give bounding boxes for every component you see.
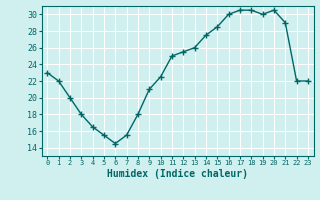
X-axis label: Humidex (Indice chaleur): Humidex (Indice chaleur) xyxy=(107,169,248,179)
